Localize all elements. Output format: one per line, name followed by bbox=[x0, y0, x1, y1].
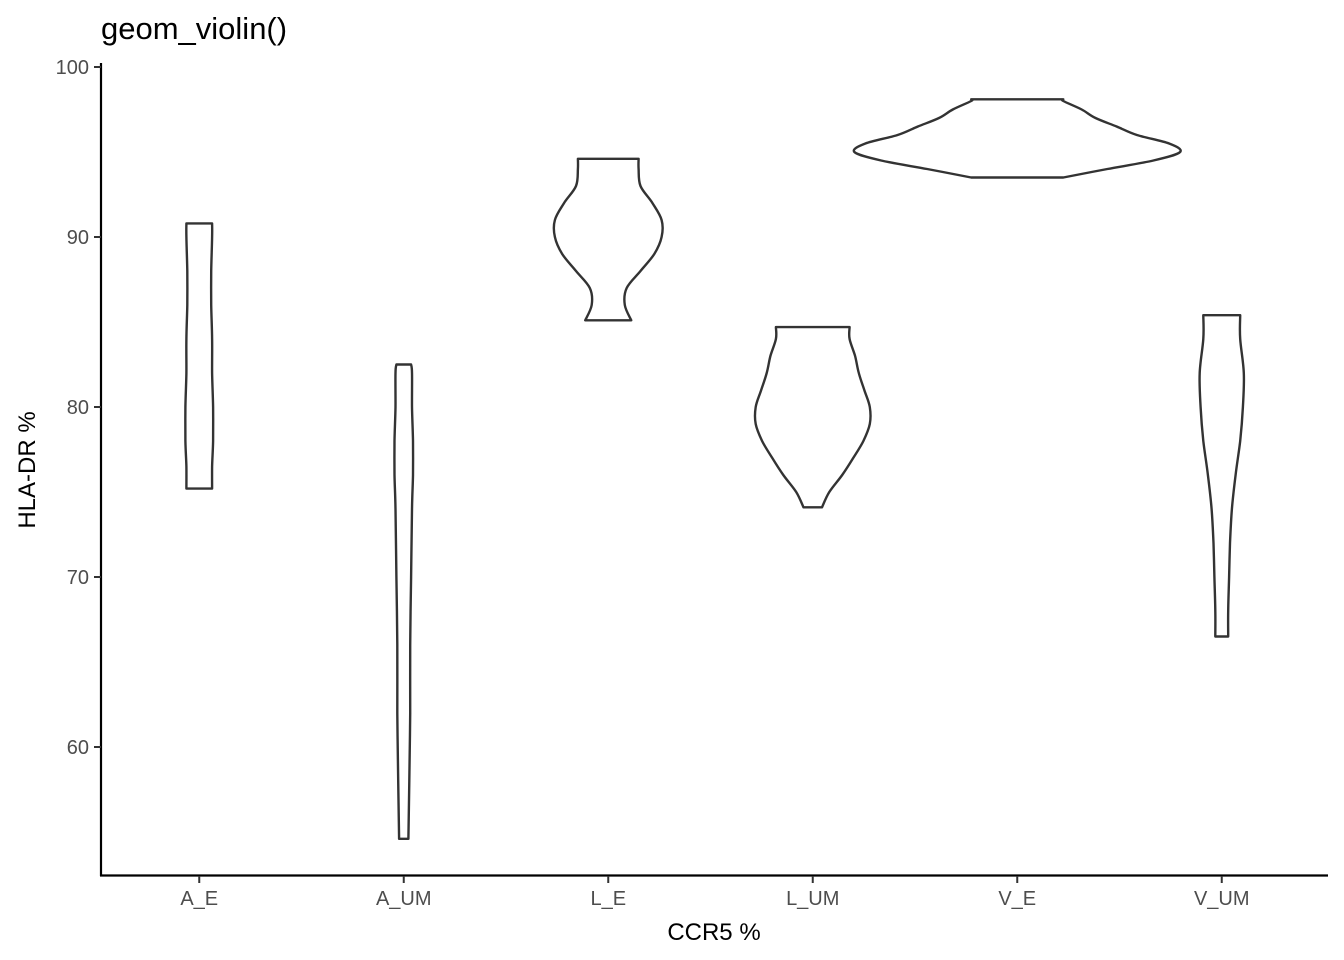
x-tick-label: V_E bbox=[998, 888, 1036, 910]
y-axis: 60 70 80 90 100 bbox=[56, 57, 103, 876]
y-axis-title: HLA-DR % bbox=[14, 411, 41, 528]
x-tick-label: L_UM bbox=[786, 888, 839, 910]
violin-a-e bbox=[184, 222, 215, 490]
chart-title: geom_violin() bbox=[101, 11, 287, 46]
y-tick-label: 90 bbox=[67, 227, 89, 249]
y-tick-label: 70 bbox=[67, 567, 89, 589]
y-tick-label: 80 bbox=[67, 397, 89, 419]
x-axis-title: CCR5 % bbox=[667, 919, 760, 946]
y-tick-label: 100 bbox=[56, 57, 89, 79]
x-axis: A_E A_UM L_E L_UM V_E V_UM bbox=[100, 874, 1328, 910]
y-tick-label: 60 bbox=[67, 737, 89, 759]
violins bbox=[184, 98, 1246, 840]
violin-l-e bbox=[552, 157, 664, 322]
violin-a-um bbox=[393, 363, 415, 840]
violin-v-e bbox=[852, 98, 1182, 179]
x-tick-label: V_UM bbox=[1194, 888, 1250, 910]
x-tick-label: A_E bbox=[180, 888, 218, 910]
violin-v-um bbox=[1198, 314, 1246, 638]
violin-l-um bbox=[753, 325, 872, 509]
x-tick-label: A_UM bbox=[376, 888, 432, 910]
x-tick-label: L_E bbox=[590, 888, 626, 910]
